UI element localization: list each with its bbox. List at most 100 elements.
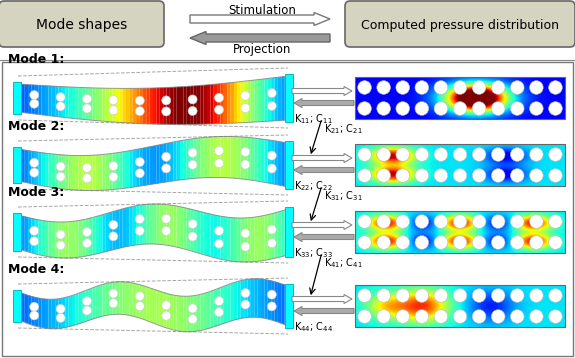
Bar — [285, 141, 293, 189]
Polygon shape — [129, 207, 133, 246]
Polygon shape — [231, 217, 234, 261]
Polygon shape — [237, 218, 241, 262]
Polygon shape — [241, 218, 244, 262]
Circle shape — [396, 81, 409, 94]
Polygon shape — [190, 209, 194, 252]
Circle shape — [434, 81, 448, 94]
Circle shape — [530, 148, 543, 161]
Polygon shape — [95, 88, 99, 121]
Polygon shape — [79, 87, 82, 119]
Polygon shape — [72, 155, 75, 190]
Polygon shape — [82, 291, 86, 323]
Polygon shape — [173, 141, 177, 181]
Polygon shape — [200, 85, 204, 124]
Polygon shape — [170, 294, 173, 330]
Polygon shape — [190, 296, 194, 332]
Polygon shape — [86, 155, 89, 190]
Circle shape — [492, 289, 505, 302]
Polygon shape — [18, 149, 21, 182]
Polygon shape — [136, 88, 140, 124]
Polygon shape — [92, 217, 95, 255]
Polygon shape — [106, 154, 109, 190]
Circle shape — [267, 88, 277, 97]
Circle shape — [30, 91, 39, 100]
Circle shape — [109, 172, 118, 182]
Polygon shape — [109, 282, 113, 315]
Polygon shape — [102, 214, 106, 252]
Circle shape — [30, 226, 39, 235]
Circle shape — [82, 174, 91, 183]
Circle shape — [30, 311, 39, 320]
Circle shape — [358, 289, 371, 302]
Polygon shape — [274, 77, 278, 121]
Polygon shape — [140, 148, 143, 186]
Polygon shape — [52, 222, 55, 257]
Polygon shape — [79, 220, 82, 257]
Polygon shape — [133, 206, 136, 246]
Circle shape — [492, 236, 505, 249]
Circle shape — [396, 310, 409, 323]
Circle shape — [162, 226, 171, 235]
Circle shape — [472, 169, 486, 182]
Circle shape — [188, 304, 197, 313]
Circle shape — [492, 310, 505, 323]
Polygon shape — [210, 84, 214, 124]
Polygon shape — [62, 297, 65, 328]
Polygon shape — [133, 149, 136, 187]
Bar — [355, 77, 565, 119]
Text: K$_{44}$; C$_{44}$: K$_{44}$; C$_{44}$ — [294, 320, 333, 334]
Polygon shape — [146, 147, 150, 185]
Circle shape — [396, 236, 409, 249]
Circle shape — [453, 289, 467, 302]
Circle shape — [511, 81, 524, 94]
Polygon shape — [52, 299, 55, 329]
Polygon shape — [204, 137, 207, 178]
Polygon shape — [254, 80, 258, 122]
Text: Computed pressure distribution: Computed pressure distribution — [361, 19, 559, 32]
Polygon shape — [116, 88, 119, 122]
Polygon shape — [167, 204, 170, 246]
Circle shape — [241, 91, 250, 100]
Circle shape — [530, 169, 543, 182]
Polygon shape — [173, 205, 177, 247]
Circle shape — [188, 106, 197, 116]
Polygon shape — [153, 146, 156, 184]
Circle shape — [162, 214, 171, 223]
Polygon shape — [122, 282, 126, 315]
Polygon shape — [237, 281, 241, 319]
Circle shape — [188, 219, 197, 228]
Polygon shape — [220, 83, 224, 124]
Polygon shape — [227, 217, 231, 261]
Circle shape — [358, 102, 371, 115]
Polygon shape — [194, 138, 197, 179]
Circle shape — [377, 215, 390, 228]
Polygon shape — [177, 87, 180, 125]
Polygon shape — [45, 153, 48, 187]
Circle shape — [241, 147, 250, 156]
Polygon shape — [126, 88, 129, 123]
Polygon shape — [247, 81, 251, 122]
Polygon shape — [156, 290, 160, 325]
Polygon shape — [281, 284, 285, 324]
Polygon shape — [150, 288, 153, 323]
Polygon shape — [106, 283, 109, 316]
Polygon shape — [173, 295, 177, 330]
Polygon shape — [207, 137, 210, 178]
Polygon shape — [21, 293, 25, 322]
Polygon shape — [35, 85, 39, 114]
Polygon shape — [113, 282, 116, 315]
Circle shape — [377, 236, 390, 249]
Circle shape — [188, 232, 197, 241]
Polygon shape — [251, 137, 254, 180]
Circle shape — [30, 302, 39, 311]
Polygon shape — [274, 212, 278, 258]
Polygon shape — [99, 285, 102, 318]
Polygon shape — [122, 151, 126, 189]
Polygon shape — [217, 136, 220, 178]
Polygon shape — [156, 145, 160, 184]
Circle shape — [511, 236, 524, 249]
Polygon shape — [251, 279, 254, 317]
Polygon shape — [170, 87, 173, 124]
Polygon shape — [197, 295, 200, 331]
Polygon shape — [167, 87, 170, 124]
